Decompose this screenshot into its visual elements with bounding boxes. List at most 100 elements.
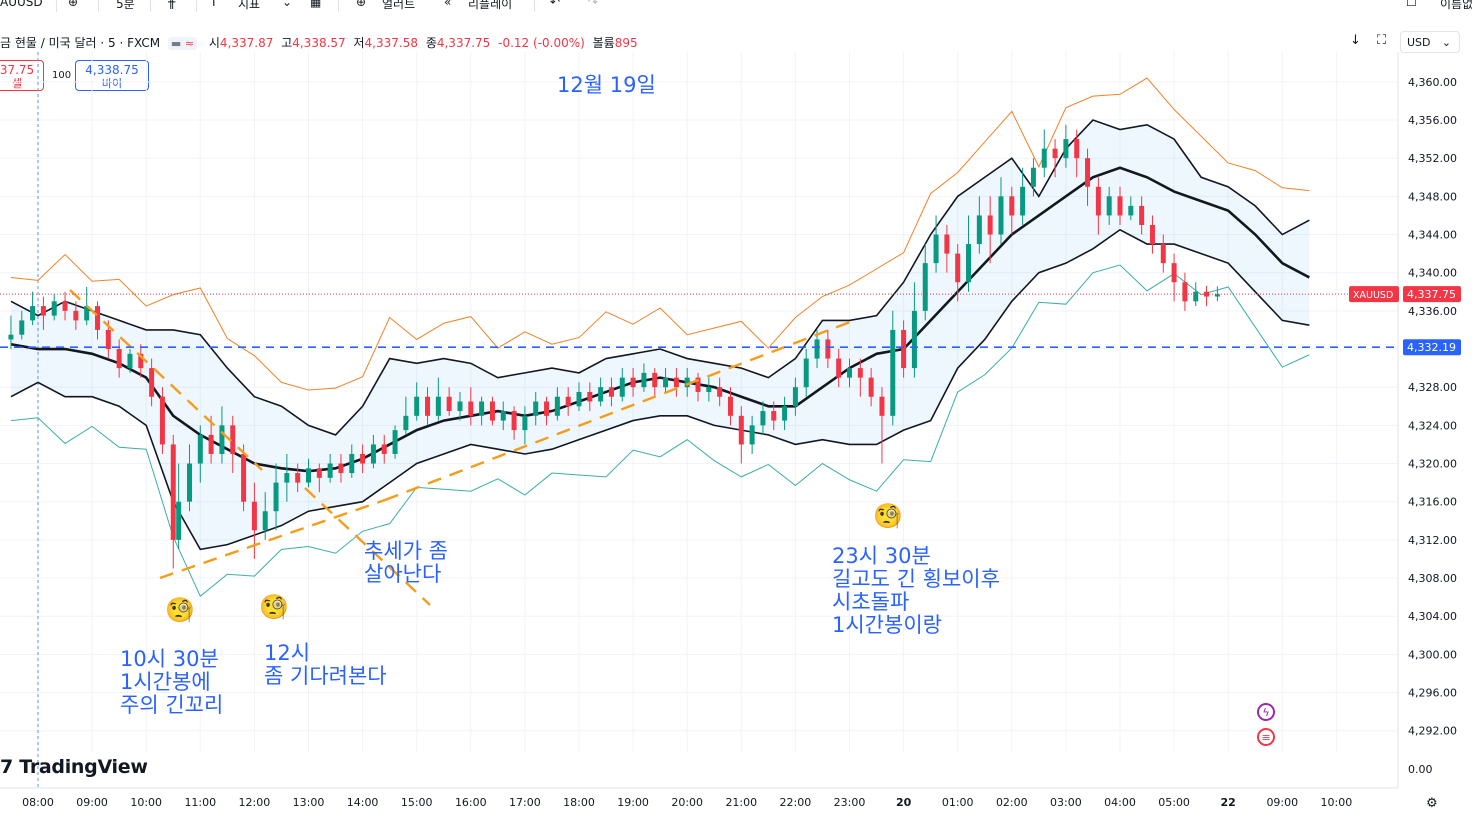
magnifier-emoji-icon[interactable]: 🧐	[873, 502, 903, 530]
price-tick-label: 4,296.00	[1408, 687, 1457, 700]
replay-icon[interactable]: «	[444, 0, 452, 9]
candle-body	[533, 401, 539, 416]
sell-label: 셀	[11, 77, 23, 90]
candle-body	[84, 306, 90, 321]
candle-body	[1160, 244, 1166, 264]
bollinger-mid-line	[10, 166, 1310, 473]
candle-body	[327, 463, 333, 478]
candle-body	[219, 425, 225, 454]
redo-icon[interactable]: ↷	[588, 0, 599, 9]
chart-overlays	[0, 289, 1398, 606]
symbol-description[interactable]: 금 현물 / 미국 달러 · 5 · FXCM	[0, 36, 161, 50]
lightning-icon[interactable]: ϟ	[1257, 703, 1275, 721]
candle-body	[966, 244, 972, 283]
candle-body	[30, 306, 36, 321]
candle-body	[782, 406, 788, 421]
candle-body	[1193, 291, 1199, 302]
candle-body	[879, 396, 885, 416]
candle-body	[403, 415, 409, 431]
change-value: -0.12 (-0.00%)	[498, 36, 585, 50]
candle-body	[425, 396, 431, 416]
time-tick-label: 18:00	[563, 796, 595, 809]
alerts-button[interactable]: 얼러트	[382, 0, 416, 11]
price-tick-label: 4,292.00	[1408, 725, 1457, 738]
candle-body	[598, 387, 604, 402]
time-tick-label: 15:00	[401, 796, 433, 809]
trend-line	[159, 498, 386, 580]
add-symbol-icon[interactable]: ⊕	[68, 0, 79, 9]
candle-body	[738, 415, 744, 445]
gear-icon: ⚙	[1426, 796, 1438, 811]
time-tick-label: 13:00	[293, 796, 325, 809]
currency-select[interactable]: USD ⌄	[1400, 31, 1460, 53]
volume-value: 895	[614, 36, 638, 50]
current-price-tag	[1403, 286, 1461, 303]
time-tick-label: 09:00	[1266, 796, 1298, 809]
close-label: 종	[425, 36, 437, 50]
candles-icon[interactable]: ╫	[168, 0, 176, 9]
note-annotation-1[interactable]: 10시 30분 1시간봉에 주의 긴꼬리	[120, 647, 224, 717]
market-status-badge[interactable]: ▬ ≈	[167, 37, 198, 50]
time-tick-label: 14:00	[347, 796, 379, 809]
time-tick-label: 03:00	[1050, 796, 1082, 809]
magnifier-emoji-icon[interactable]: 🧐	[165, 596, 195, 624]
candle-body	[717, 387, 723, 397]
time-tick-label: 23:00	[834, 796, 866, 809]
candle-body	[1171, 263, 1177, 283]
time-axis: 08:00 09:00 10:00 11:00 12:00 13:00 14:00 15:00…	[22, 796, 1438, 811]
candle-body	[933, 234, 939, 264]
replay-button[interactable]: 리플레이	[468, 0, 513, 11]
price-tick-label: 4,308.00	[1408, 572, 1457, 585]
alert-icon[interactable]: ⊕	[356, 0, 367, 9]
indicators-dropdown-icon[interactable]: ⌄	[282, 0, 293, 9]
layouts-icon[interactable]: ▦	[310, 0, 322, 9]
price-tick-label: 4,344.00	[1408, 229, 1457, 242]
symbol-search-button[interactable]: AUUSD	[0, 0, 43, 9]
time-tick-label: 19:00	[617, 796, 649, 809]
open-value: 4,337.87	[219, 36, 274, 50]
time-tick-label: 22	[1221, 796, 1236, 809]
tv-logo-icon: 7	[0, 756, 13, 778]
us-flag-icon[interactable]: ≡	[1257, 728, 1275, 746]
price-tick-label: 4,316.00	[1408, 496, 1457, 509]
toolbar-divider	[534, 0, 535, 12]
candle-body	[51, 301, 57, 316]
candle-body	[62, 301, 68, 311]
candle-body	[1128, 205, 1134, 216]
candle-body	[316, 468, 322, 478]
layout-menu-icon[interactable]: ☐	[1406, 0, 1417, 9]
candle-body	[1030, 167, 1036, 187]
note-annotation-3[interactable]: 추세가 좀 살아난다	[364, 539, 448, 586]
candle-body	[149, 368, 155, 397]
open-label: 시	[208, 36, 220, 50]
indicators-icon[interactable]: ꟾ	[212, 0, 216, 9]
trend-line	[69, 289, 263, 471]
candle-body	[987, 215, 993, 235]
time-tick-label: 21:00	[725, 796, 757, 809]
date-annotation[interactable]: 12월 19일	[557, 73, 656, 97]
time-tick-label: 10:00	[130, 796, 162, 809]
candle-body	[127, 353, 133, 369]
fullscreen-icon[interactable]: ⛶	[1377, 33, 1387, 48]
indicators-button[interactable]: 지표	[238, 0, 261, 11]
time-tick-label: 08:00	[22, 796, 54, 809]
candle-body	[392, 430, 398, 454]
note-annotation-2[interactable]: 12시 좀 기다려본다	[264, 641, 387, 688]
layout-name-button[interactable]: 이름없	[1440, 0, 1472, 11]
buy-label: 바이	[101, 77, 123, 90]
symbol-price-tag	[1349, 286, 1399, 303]
interval-button[interactable]: 5분	[116, 0, 135, 11]
undo-icon[interactable]: ↶	[550, 0, 561, 9]
time-tick-label: 02:00	[996, 796, 1028, 809]
toolbar-divider	[196, 0, 197, 12]
arrow-down-icon[interactable]: ↓	[1350, 33, 1361, 48]
magnifier-emoji-icon[interactable]: 🧐	[259, 593, 289, 621]
buy-button[interactable]: 4,338.75 바이	[75, 60, 149, 91]
candle-body	[8, 334, 14, 340]
note-annotation-4[interactable]: 23시 30분 길고도 긴 횡보이후 시초돌파 1시간봉이랑	[832, 544, 1000, 637]
bollinger-upper-line	[10, 119, 1310, 436]
trend-line	[384, 320, 851, 502]
price-axis: 4,360.00 4,356.00 4,352.00 4,348.00 4,344.00…	[1349, 76, 1461, 776]
sell-button[interactable]: 37.75 셀	[0, 60, 44, 91]
